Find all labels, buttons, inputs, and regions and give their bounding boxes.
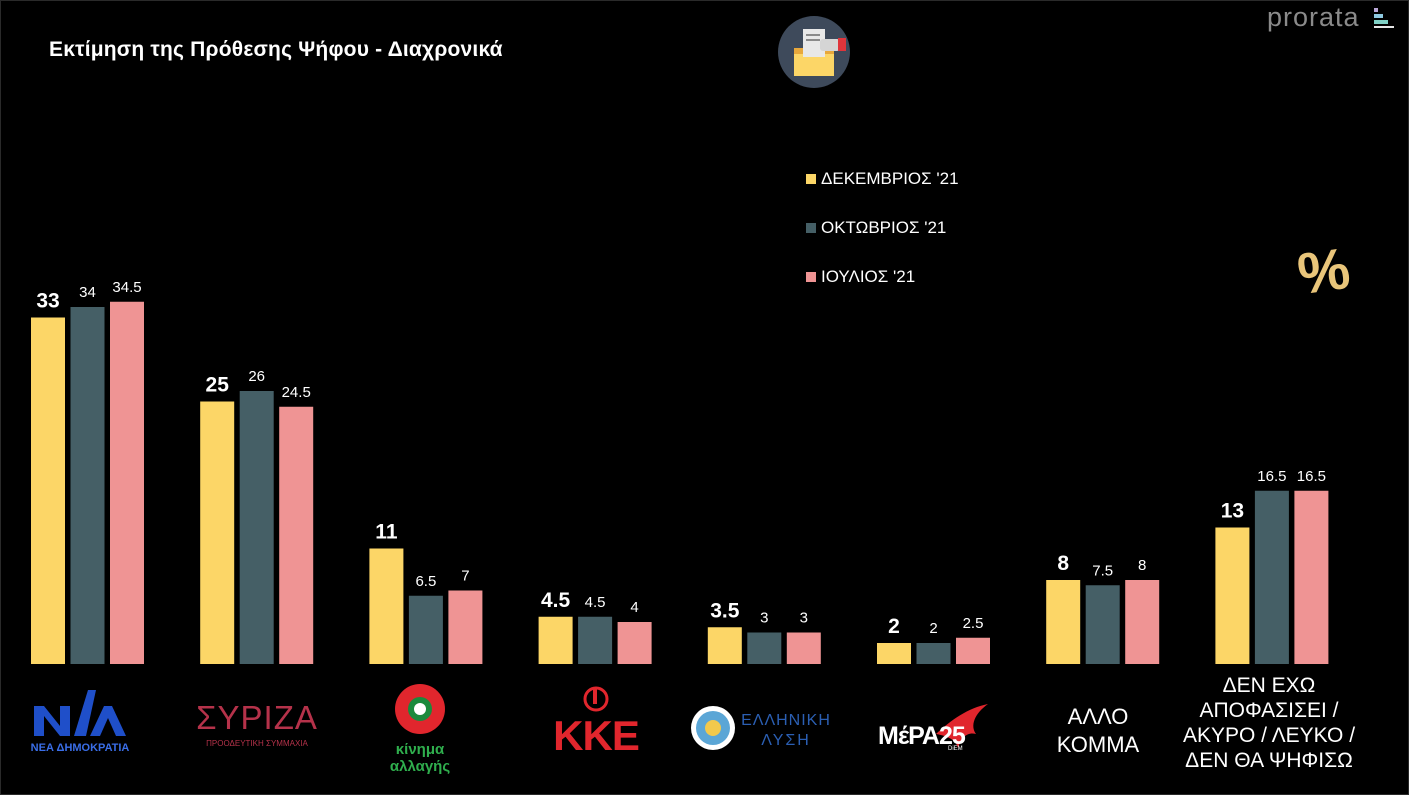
bar-label-october-3: 4.5 <box>585 594 606 611</box>
undecided-line2: ΑΠΟΦΑΣΙΣΕΙ / <box>1199 699 1339 722</box>
bar-december-1 <box>200 401 235 664</box>
bar-december-6 <box>1046 580 1081 664</box>
bar-october-0 <box>70 307 105 664</box>
bar-label-october-7: 16.5 <box>1257 468 1286 485</box>
bar-december-7 <box>1215 527 1250 664</box>
mera25-sub: DiEM <box>948 746 963 752</box>
bar-label-december-3: 4.5 <box>541 589 571 612</box>
mera25-logo: ΜέΡΑ25 DiEM <box>878 704 988 752</box>
bar-label-october-5: 2 <box>929 620 937 637</box>
bar-july-1 <box>279 406 314 664</box>
bar-label-july-1: 24.5 <box>282 384 311 401</box>
kke-mark: ΚΚΕ <box>553 712 639 756</box>
bar-label-july-2: 7 <box>461 568 469 585</box>
bar-label-july-5: 2.5 <box>963 615 984 632</box>
kke-logo: ΚΚΕ <box>553 686 640 756</box>
bar-december-2 <box>369 548 404 664</box>
bar-december-4 <box>707 627 742 664</box>
elliniki-lysi-line2: ΛΥΣΗ <box>761 732 811 749</box>
brand-name: prorata <box>1267 2 1360 32</box>
legend-label-december: ΔΕΚΕΜΒΡΙΟΣ '21 <box>821 169 959 188</box>
undecided-line1: ΔΕΝ ΕΧΩ <box>1222 674 1316 697</box>
bar-october-5 <box>916 643 951 664</box>
bar-july-2 <box>448 590 483 664</box>
bar-december-5 <box>877 643 911 664</box>
bar-label-december-5: 2 <box>888 615 900 638</box>
legend-label-july: ΙΟΥΛΙΟΣ '21 <box>821 267 916 286</box>
page-title: Εκτίμηση της Πρόθεσης Ψήφου - Διαχρονικά <box>49 38 503 61</box>
bar-july-3 <box>617 622 652 664</box>
bar-label-december-1: 25 <box>206 374 230 397</box>
elliniki-lysi-logo: ΕΛΛΗΝΙΚΗ ΛΥΣΗ <box>691 706 831 750</box>
mera25-mark: ΜέΡΑ25 <box>878 722 966 750</box>
syriza-logo: ΣΥΡΙΖΑ ΠΡΟΟΔΕΥΤΙΚΗ ΣΥΜΜΑΧΙΑ <box>196 699 318 748</box>
bar-label-december-2: 11 <box>375 521 398 544</box>
bar-october-2 <box>408 595 443 664</box>
ballot-box-icon <box>778 16 850 88</box>
bar-october-4 <box>747 632 782 664</box>
bar-label-december-6: 8 <box>1057 552 1069 575</box>
bar-label-july-3: 4 <box>630 599 638 616</box>
nd-logo: ΝΕΑ ΔΗΜΟΚΡΑΤΙΑ <box>31 690 130 754</box>
legend-item-july: ΙΟΥΛΙΟΣ '21 <box>806 264 959 313</box>
bar-label-october-4: 3 <box>760 610 768 627</box>
other-party-line2: ΚΟΜΜΑ <box>1056 732 1140 757</box>
bar-label-october-0: 34 <box>79 284 96 301</box>
other-party-label: ΑΛΛΟ ΚΟΜΜΑ <box>1038 703 1158 759</box>
bar-label-october-1: 26 <box>248 368 265 385</box>
undecided-label: ΔΕΝ ΕΧΩ ΑΠΟΦΑΣΙΣΕΙ / ΑΚΥΡΟ / ΛΕΥΚΟ / ΔΕΝ… <box>1178 673 1360 773</box>
bar-label-october-6: 7.5 <box>1092 562 1113 579</box>
bar-label-december-7: 13 <box>1221 500 1244 523</box>
bar-december-3 <box>538 616 573 664</box>
bar-label-december-4: 3.5 <box>710 599 740 622</box>
legend-swatch-december <box>806 174 816 184</box>
legend-swatch-july <box>806 272 816 282</box>
nd-caption: ΝΕΑ ΔΗΜΟΚΡΑΤΙΑ <box>31 742 130 754</box>
bar-july-5 <box>956 637 990 664</box>
syriza-mark: ΣΥΡΙΖΑ <box>196 699 318 736</box>
elliniki-lysi-line1: ΕΛΛΗΝΙΚΗ <box>741 712 831 729</box>
bar-label-july-0: 34.5 <box>112 279 141 296</box>
kinal-line2: αλλαγής <box>390 758 450 775</box>
bar-july-7 <box>1294 490 1329 664</box>
kinal-logo: κίνημα αλλαγής <box>390 684 450 775</box>
kinal-line1: κίνημα <box>396 741 445 758</box>
legend-item-december: ΔΕΚΕΜΒΡΙΟΣ '21 <box>806 166 959 215</box>
undecided-line4: ΔΕΝ ΘΑ ΨΗΦΙΣΩ <box>1185 749 1353 772</box>
undecided-line3: ΑΚΥΡΟ / ΛΕΥΚΟ / <box>1182 724 1356 747</box>
bar-july-0 <box>110 301 144 664</box>
bar-july-6 <box>1125 580 1160 664</box>
syriza-caption: ΠΡΟΟΔΕΥΤΙΚΗ ΣΥΜΜΑΧΙΑ <box>206 739 308 748</box>
bar-october-1 <box>239 391 274 664</box>
legend-swatch-october <box>806 223 816 233</box>
bar-october-3 <box>578 616 613 664</box>
bar-october-7 <box>1254 490 1289 664</box>
bar-label-october-2: 6.5 <box>415 573 436 590</box>
brand-bars-icon <box>1374 8 1394 28</box>
chart-legend: ΔΕΚΕΜΒΡΙΟΣ '21 ΟΚΤΩΒΡΙΟΣ '21 ΙΟΥΛΙΟΣ '21 <box>806 166 959 313</box>
bar-july-4 <box>786 632 821 664</box>
legend-item-october: ΟΚΤΩΒΡΙΟΣ '21 <box>806 215 959 264</box>
bar-december-0 <box>31 317 65 664</box>
bar-label-july-7: 16.5 <box>1297 468 1326 485</box>
bar-label-july-4: 3 <box>800 610 808 627</box>
bar-label-december-0: 33 <box>36 290 59 313</box>
other-party-line1: ΑΛΛΟ <box>1067 704 1129 729</box>
bar-label-july-6: 8 <box>1138 557 1146 574</box>
legend-label-october: ΟΚΤΩΒΡΙΟΣ '21 <box>821 218 947 237</box>
bar-october-6 <box>1085 585 1120 664</box>
